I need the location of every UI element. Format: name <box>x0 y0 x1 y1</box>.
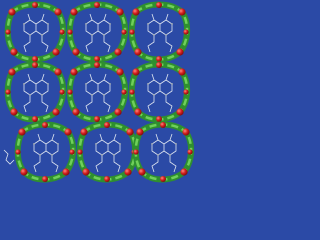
crystal-structure-image <box>0 0 196 187</box>
page-body <box>0 0 196 187</box>
stray-fragment <box>3 149 15 165</box>
page: {} html, body { margin: 0; padding: 0; w… <box>0 0 196 187</box>
